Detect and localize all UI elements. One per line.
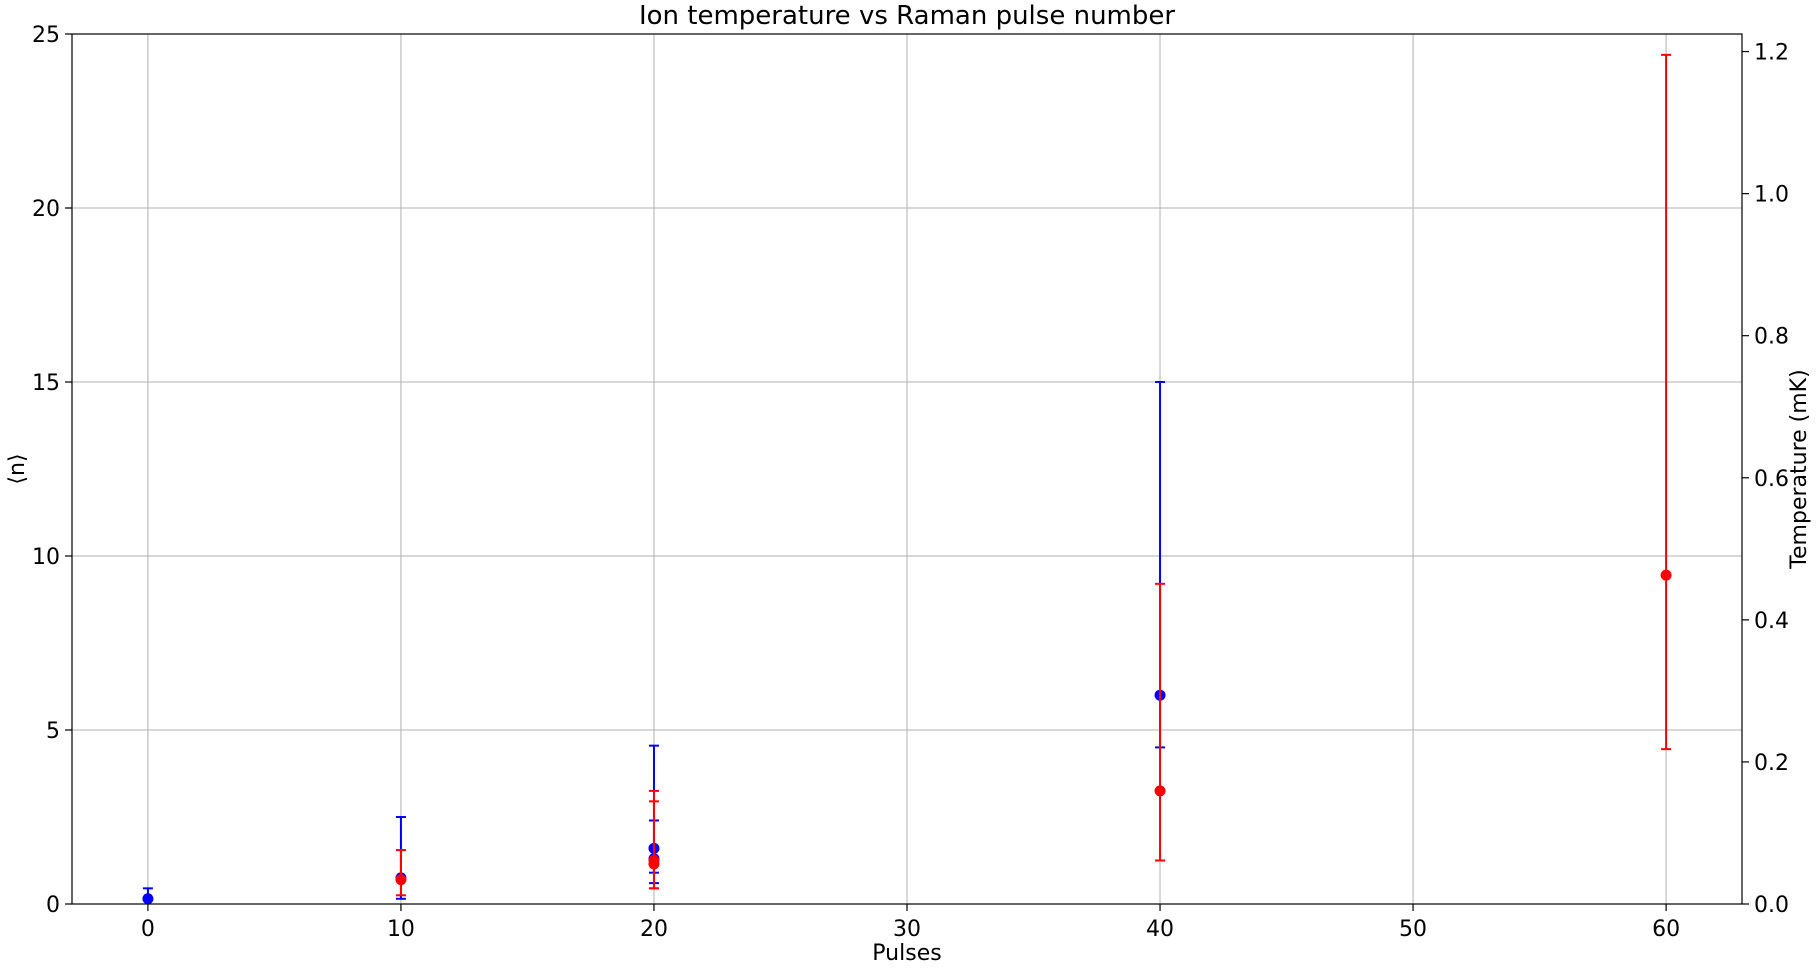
y2-tick-label: 0.2	[1754, 751, 1789, 776]
plot-area	[142, 53, 1672, 905]
y-axis-label: ⟨n⟩	[5, 453, 30, 484]
y2-tick-label: 1.2	[1754, 41, 1789, 66]
x-tick-label: 40	[1146, 917, 1174, 942]
x-tick-label: 60	[1652, 917, 1680, 942]
x-axis: 0 10 20 30 40 50 60	[141, 904, 1680, 942]
y2-tick-label: 0.8	[1754, 325, 1789, 350]
y-tick-label: 0	[46, 893, 60, 918]
data-point	[142, 893, 154, 905]
right-y-axis: 0.0 0.2 0.4 0.6 0.8 1.0 1.2	[1742, 41, 1789, 918]
data-point	[395, 874, 407, 886]
x-tick-label: 20	[640, 917, 668, 942]
y-tick-label: 25	[32, 23, 60, 48]
y2-tick-label: 0.0	[1754, 893, 1789, 918]
y2-tick-label: 0.4	[1754, 609, 1789, 634]
x-tick-label: 10	[387, 917, 415, 942]
y-tick-label: 5	[46, 719, 60, 744]
series-2	[395, 53, 1672, 897]
y-tick-label: 15	[32, 371, 60, 396]
y2-tick-label: 0.6	[1754, 467, 1789, 492]
y-tick-label: 10	[32, 545, 60, 570]
x-tick-label: 0	[141, 917, 155, 942]
x-axis-label: Pulses	[872, 941, 941, 966]
chart-title: Ion temperature vs Raman pulse number	[639, 1, 1175, 31]
data-point	[1660, 569, 1672, 581]
left-y-axis: 0 5 10 15 20 25	[32, 23, 72, 918]
data-point	[1154, 785, 1166, 797]
data-point	[648, 855, 660, 866]
y-tick-label: 20	[32, 197, 60, 222]
x-tick-label: 30	[893, 917, 921, 942]
x-tick-label: 50	[1399, 917, 1427, 942]
y2-tick-label: 1.0	[1754, 183, 1789, 208]
y2-axis-label: Temperature (mK)	[1787, 369, 1812, 569]
